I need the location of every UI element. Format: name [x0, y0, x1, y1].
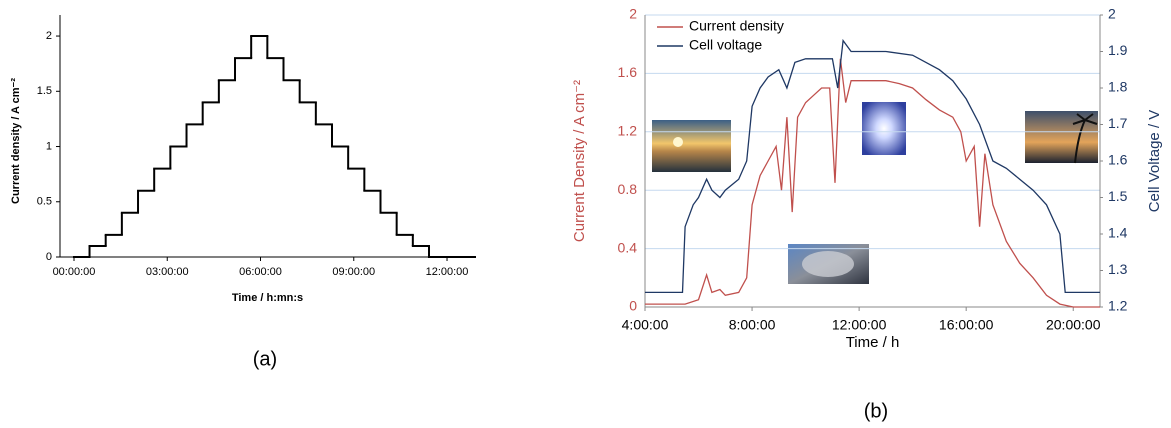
x-axis-label: Time / h [846, 334, 900, 351]
y2-tick-label: 1.7 [1108, 115, 1128, 131]
x-tick-label: 20:00:00 [1046, 317, 1101, 333]
x-tick-label: 00:00:00 [53, 266, 96, 278]
photo-sun [862, 102, 906, 155]
y2-tick-label: 1.4 [1108, 225, 1128, 241]
x-axis-label: Time / h:mn:s [232, 292, 303, 304]
x-tick-label: 06:00:00 [239, 266, 282, 278]
y2-tick-label: 1.3 [1108, 261, 1128, 277]
y2-tick-label: 1.2 [1108, 298, 1128, 314]
y-tick-label: 1 [46, 140, 52, 152]
y-tick-label: 2 [629, 6, 637, 22]
photo-sunrise [652, 120, 731, 172]
y-tick-label: 0.5 [37, 196, 52, 208]
photo-cloud [788, 244, 869, 284]
y2-tick-label: 1.8 [1108, 79, 1128, 95]
x-tick-label: 8:00:00 [729, 317, 776, 333]
y-tick-label: 2 [46, 30, 52, 42]
x-tick-label: 03:00:00 [146, 266, 189, 278]
series-line [645, 38, 1100, 294]
y-tick-label: 0 [629, 298, 637, 314]
x-tick-label: 12:00:00 [426, 266, 469, 278]
caption: (a) [253, 348, 277, 370]
x-tick-label: 12:00:00 [832, 317, 887, 333]
y2-axis-label: Cell Voltage / V [1146, 110, 1163, 213]
y-tick-label: 0.4 [618, 239, 638, 255]
y-axis-label: Current Density / A cm⁻² [571, 80, 588, 242]
series-line [645, 58, 1100, 308]
y-tick-label: 1.5 [37, 85, 52, 97]
y-tick-label: 1.2 [618, 123, 638, 139]
x-tick-label: 4:00:00 [622, 317, 669, 333]
photo-palm [1025, 111, 1098, 164]
y2-tick-label: 1.9 [1108, 42, 1128, 58]
legend-label: Cell voltage [689, 37, 762, 53]
caption: (b) [864, 400, 888, 422]
y-tick-label: 0 [46, 251, 52, 263]
x-tick-label: 09:00:00 [332, 266, 375, 278]
y-tick-label: 1.6 [618, 64, 638, 80]
y-axis-label: Current density / A cm⁻² [10, 78, 22, 204]
y2-tick-label: 1.5 [1108, 188, 1128, 204]
y2-tick-label: 1.6 [1108, 152, 1128, 168]
y2-tick-label: 2 [1108, 6, 1116, 22]
x-tick-label: 16:00:00 [939, 317, 994, 333]
y-tick-label: 0.8 [618, 181, 638, 197]
legend-label: Current density [689, 18, 784, 34]
